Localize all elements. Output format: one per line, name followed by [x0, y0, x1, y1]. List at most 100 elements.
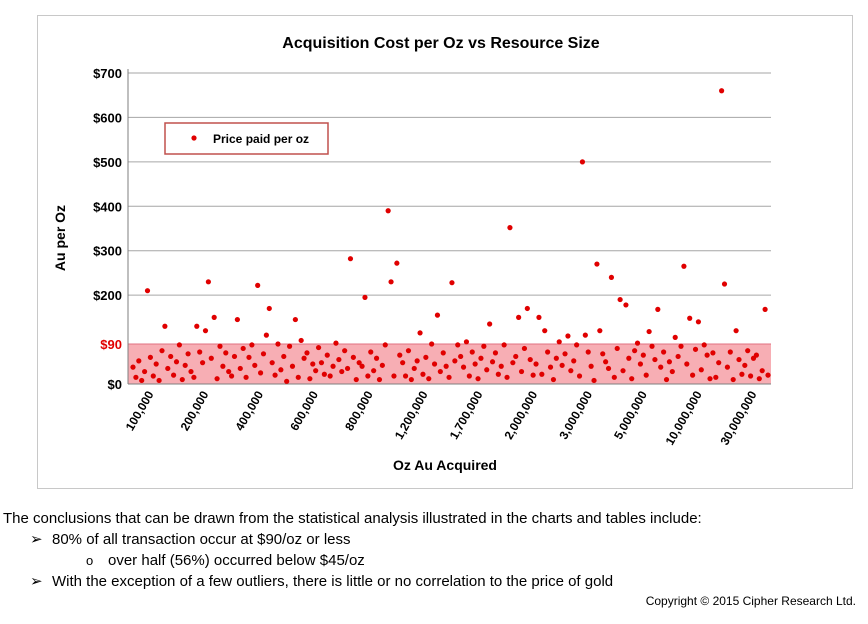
x-tick-label: 1,700,000 [447, 388, 486, 442]
data-point [394, 260, 400, 266]
data-point [530, 372, 536, 378]
data-point [330, 363, 336, 369]
data-point [318, 360, 325, 366]
conclusion-sub-text: over half (56%) occurred below $45/oz [108, 552, 365, 569]
data-point [388, 279, 394, 285]
data-point [173, 359, 180, 365]
data-point [315, 344, 322, 351]
data-point [176, 342, 182, 348]
data-point [342, 348, 348, 354]
data-point [585, 349, 591, 355]
data-point [199, 360, 206, 366]
data-point [295, 374, 301, 380]
data-point [745, 348, 751, 354]
data-point [197, 349, 203, 355]
data-point [539, 371, 545, 377]
data-point [649, 343, 655, 349]
data-point [194, 323, 200, 329]
data-point [504, 374, 510, 380]
data-point [385, 208, 391, 214]
data-point [133, 374, 139, 380]
data-point [257, 370, 264, 376]
data-point [710, 350, 716, 356]
y-axis-label: Au per Oz [52, 205, 68, 271]
data-point [698, 367, 704, 373]
data-point [423, 354, 429, 360]
data-point [582, 332, 588, 338]
data-point [571, 358, 577, 364]
data-point [220, 363, 226, 369]
x-tick-label: 600,000 [287, 388, 321, 433]
data-point [501, 342, 507, 348]
data-point [533, 361, 539, 367]
data-point [298, 337, 304, 344]
data-point [675, 353, 681, 360]
data-point [168, 353, 174, 360]
data-point [556, 339, 562, 345]
data-point [214, 376, 220, 382]
data-point [550, 376, 557, 383]
data-point [307, 376, 313, 382]
data-point [144, 288, 151, 294]
data-point [460, 364, 467, 370]
data-point [243, 374, 249, 380]
data-point [202, 328, 209, 334]
x-tick-label: 3,000,000 [556, 388, 595, 442]
arrow-bullet-icon: ➢ [30, 531, 43, 548]
data-point [446, 374, 452, 380]
data-point [350, 354, 356, 360]
data-point [547, 364, 554, 370]
data-point [205, 279, 211, 285]
data-point [391, 373, 397, 379]
data-point [147, 354, 153, 360]
data-point [724, 364, 731, 370]
data-point [278, 367, 284, 373]
data-point [286, 343, 293, 349]
y-tick-label: $90 [100, 337, 122, 352]
data-point [333, 340, 339, 346]
data-point [313, 368, 319, 374]
data-point [507, 225, 513, 231]
x-axis-label: Oz Au Acquired [393, 457, 497, 473]
data-point [574, 342, 580, 348]
conclusions-intro: The conclusions that can be drawn from t… [3, 510, 702, 527]
conclusion-bullet-2: ➢ With the exception of a few outliers, t… [30, 571, 613, 592]
y-tick-label: $300 [93, 244, 122, 259]
data-point [136, 358, 142, 364]
data-point [753, 352, 760, 358]
data-point [170, 372, 177, 378]
y-tick-label: $400 [93, 199, 122, 214]
data-point [310, 361, 316, 367]
arrow-bullet-icon: ➢ [30, 573, 43, 590]
data-point [620, 368, 626, 374]
data-point [634, 340, 641, 346]
data-point [603, 359, 609, 365]
data-point [733, 328, 739, 334]
data-point [536, 314, 542, 320]
conclusion-text-1: 80% of all transaction occur at $90/oz o… [52, 531, 351, 548]
data-point [185, 351, 191, 357]
data-point [629, 376, 635, 382]
data-point [513, 353, 519, 360]
data-point [518, 368, 525, 375]
data-point [736, 356, 742, 363]
data-point [373, 355, 380, 361]
data-point [434, 312, 441, 318]
data-point [411, 365, 417, 372]
data-point [272, 372, 278, 378]
data-point [692, 346, 699, 352]
chart-frame: Price paid per oz $0 $90 $200 $300 $400 $500 $… [37, 15, 853, 489]
legend-label: Price paid per oz [213, 132, 309, 146]
x-tick-label: 30,000,000 [717, 388, 759, 447]
data-point [321, 371, 327, 377]
data-point [382, 342, 388, 348]
data-point [165, 365, 171, 372]
data-point [701, 342, 707, 348]
data-point [275, 341, 281, 347]
data-point [614, 345, 620, 352]
data-point [632, 348, 638, 354]
conclusion-sub-bullet: o over half (56%) occurred below $45/oz [86, 550, 365, 571]
x-tick-label: 5,000,000 [611, 388, 650, 442]
data-point [252, 362, 258, 368]
data-point [719, 88, 725, 94]
